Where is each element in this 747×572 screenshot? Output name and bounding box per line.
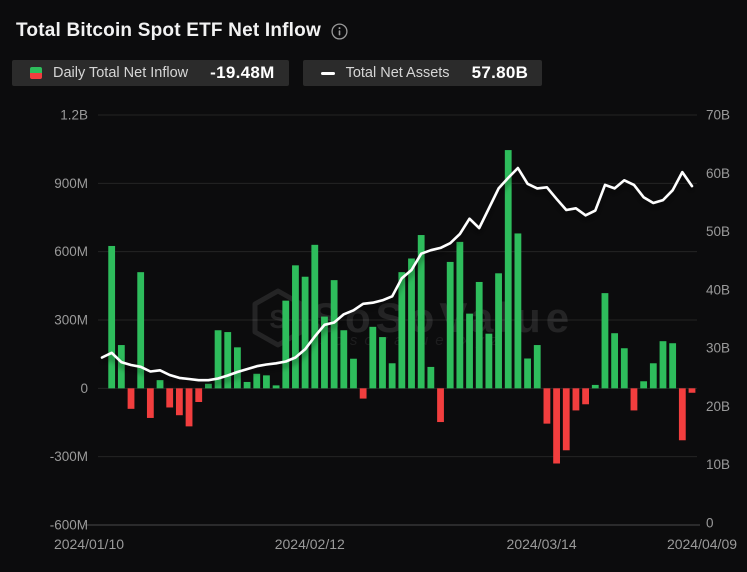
bar-2024/02/20[interactable] [359,388,367,399]
bar-2024/04/03[interactable] [649,363,657,389]
right-axis-label: 50B [706,224,730,239]
bar-2024/04/02[interactable] [640,381,648,389]
legend-value: -19.48M [210,63,275,82]
bar-2024/02/23[interactable] [388,363,396,389]
bar-2024/02/26[interactable] [398,272,406,389]
bar-2024/01/17[interactable] [137,272,145,389]
bar-2024/03/18[interactable] [543,388,551,424]
bar-2024/03/19[interactable] [553,388,560,464]
bar-2024/03/21[interactable] [572,388,580,411]
bar-2024/02/21[interactable] [369,326,377,389]
bar-2024/03/26[interactable] [601,293,609,389]
x-axis-label: 2024/02/12 [275,536,345,552]
bar-2024/03/28[interactable] [620,348,628,389]
x-axis-label: 2024/03/14 [507,536,577,552]
bar-2024/03/14[interactable] [524,358,531,389]
bar-2024/02/08[interactable] [292,265,299,389]
bar-2024/03/15[interactable] [533,345,541,389]
bar-2024/04/08[interactable] [678,388,686,441]
bar-2024/03/05[interactable] [456,241,464,389]
bar-2024/02/07[interactable] [282,300,290,389]
bar-2024/03/11[interactable] [495,273,502,389]
legend-total-net-assets[interactable]: Total Net Assets 57.80B [302,60,543,86]
bar-2024/02/22[interactable] [379,337,386,389]
left-axis-label: 1.2B [60,108,88,123]
bar-2024/02/16[interactable] [350,358,357,389]
total-net-assets-line [100,166,694,382]
bar-2024/03/04[interactable] [446,261,454,389]
bar-2024/02/15[interactable] [340,330,348,389]
right-axis-label: 60B [706,166,730,181]
bar-2024/01/26[interactable] [204,383,212,389]
bar-2024/01/23[interactable] [175,388,183,416]
bar-2024/02/02[interactable] [253,373,261,389]
left-axis-label: 0 [80,381,88,396]
bar-2024/02/29[interactable] [427,366,435,389]
bar-2024/01/18[interactable] [146,388,154,418]
daily-net-inflow-icon [30,67,42,79]
left-axis-label: 900M [54,176,88,191]
bar-2024/03/22[interactable] [582,388,590,405]
bar-2024/03/12[interactable] [504,150,512,389]
bar-2024/02/05[interactable] [263,375,270,389]
bar-2024/01/30[interactable] [224,332,232,389]
bar-2024/01/24[interactable] [185,388,193,427]
sosovalue-logo-letter: S [269,304,286,334]
bar-2024/03/06[interactable] [466,313,473,389]
bar-2024/03/25[interactable] [591,384,599,389]
right-axis-label: 40B [706,282,730,297]
right-axis-label: 20B [706,399,730,414]
bar-2024/01/16[interactable] [127,388,135,409]
x-axis-label: 2024/01/10 [54,536,124,552]
legend-value: 57.80B [471,63,529,82]
bar-2024/01/31[interactable] [234,347,241,389]
right-axis-label: 70B [706,108,730,123]
bar-2024/03/07[interactable] [475,281,483,389]
bar-2024/03/27[interactable] [611,333,619,389]
watermark: SSoSoValuesosovalue.xyz [252,288,574,349]
total-net-assets-icon [320,71,335,75]
right-axis-label: 10B [706,457,730,472]
bar-2024/03/13[interactable] [514,233,522,389]
left-axis-label: -300M [50,449,88,464]
title-row: Total Bitcoin Spot ETF Net Inflow [16,20,348,42]
bar-2024/04/09[interactable] [688,388,696,393]
bar-2024/02/06[interactable] [272,385,280,389]
page-title: Total Bitcoin Spot ETF Net Inflow [16,20,321,41]
bar-2024/01/19[interactable] [156,380,164,389]
bar-2024/01/29[interactable] [214,330,222,389]
bar-2024/02/01[interactable] [243,381,251,389]
left-axis-label: 300M [54,313,88,328]
left-axis-label: 600M [54,244,88,259]
watermark-brand: SoSoValue [312,294,574,341]
bar-2024/02/09[interactable] [301,276,309,389]
bar-2024/02/14[interactable] [330,280,338,389]
bar-2024/01/25[interactable] [195,388,203,402]
right-axis-label: 30B [706,341,730,356]
bar-2024/02/13[interactable] [321,316,328,389]
bar-2024/02/28[interactable] [417,235,425,389]
bar-2024/03/08[interactable] [485,333,493,389]
legend-daily-total-net-inflow[interactable]: Daily Total Net Inflow -19.48M [12,60,289,86]
bar-2024/04/04[interactable] [659,341,667,389]
bar-2024/03/20[interactable] [562,388,570,451]
bar-2024/01/12[interactable] [117,345,125,389]
legend-row: Daily Total Net Inflow -19.48M Total Net… [12,60,543,86]
bar-2024/02/12[interactable] [311,244,319,389]
bar-2024/01/22[interactable] [166,388,174,408]
bar-2024/04/01[interactable] [630,388,638,411]
sosovalue-logo-icon [252,288,304,348]
legend-label: Daily Total Net Inflow [53,65,189,81]
info-icon[interactable] [331,22,348,40]
bar-2024/01/11[interactable] [108,245,116,389]
bar-2024/03/01[interactable] [437,388,444,423]
legend-label: Total Net Assets [345,65,450,81]
bar-2024/02/27[interactable] [408,258,415,389]
right-axis-label: 0 [706,516,714,531]
bar-2024/04/05[interactable] [669,343,677,389]
left-axis-label: -600M [50,518,88,533]
x-axis-label: 2024/04/09 [667,536,737,552]
